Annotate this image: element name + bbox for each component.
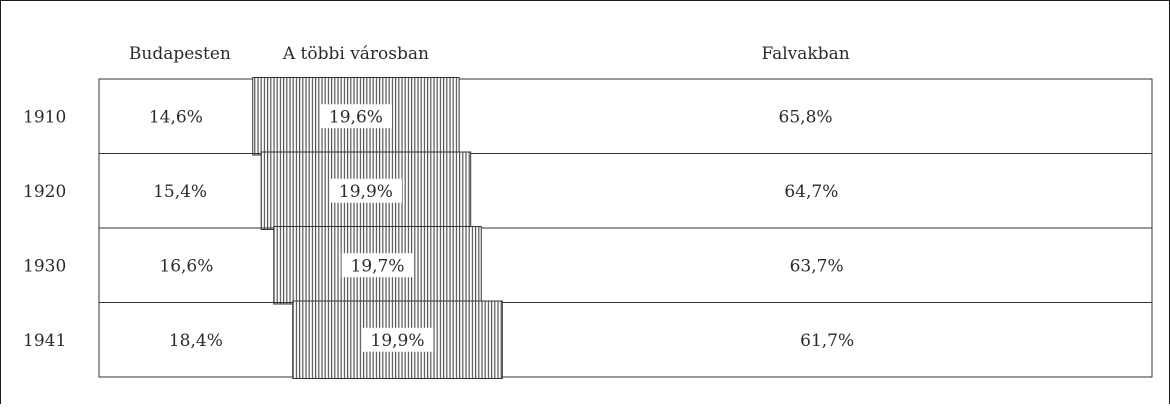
legend: Budapesten A többi városban Falvakban xyxy=(129,44,850,64)
legend-label: Falvakban xyxy=(761,44,849,64)
data-label-background xyxy=(361,327,434,352)
row-outline xyxy=(98,302,1153,378)
data-label: 15,4% xyxy=(153,182,207,202)
data-label: 19,9% xyxy=(371,331,425,351)
bar-area: 14,6% 19,6% 65,8% 15,4% 19,9% 64,7% 16,6% 19,7%… xyxy=(98,77,1153,379)
category-label: 1910 xyxy=(23,107,66,127)
row-outline xyxy=(98,153,1153,229)
data-label: 19,7% xyxy=(351,256,405,276)
bar-segment xyxy=(252,77,460,156)
data-label-background xyxy=(329,178,402,203)
category-label: 1930 xyxy=(23,256,66,276)
row-outline xyxy=(98,227,1153,303)
data-label: 19,6% xyxy=(329,107,383,127)
category-label: 1920 xyxy=(23,182,66,202)
legend-label: Budapesten xyxy=(129,44,231,64)
data-label: 18,4% xyxy=(169,331,223,351)
data-label-background xyxy=(341,253,414,278)
data-label: 63,7% xyxy=(790,256,844,276)
category-label: 1941 xyxy=(23,331,66,351)
data-label: 16,6% xyxy=(159,256,213,276)
data-label: 14,6% xyxy=(149,107,203,127)
data-label: 61,7% xyxy=(800,331,854,351)
legend-label: A többi városban xyxy=(282,44,429,64)
data-label: 19,9% xyxy=(339,182,393,202)
data-label: 64,7% xyxy=(784,182,838,202)
data-label-background xyxy=(319,104,392,129)
data-label: 65,8% xyxy=(779,107,833,127)
category-labels: 1910 1920 1930 1941 xyxy=(23,107,66,351)
